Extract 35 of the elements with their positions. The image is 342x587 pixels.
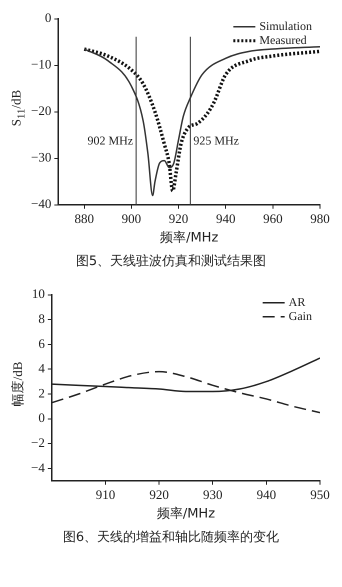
x-tick-label: 920 [168, 211, 188, 226]
caption: 图6、天线的增益和轴比随频率的变化 [62, 529, 280, 546]
legend-label: Gain [288, 308, 312, 323]
y-tick-label: 8 [38, 311, 45, 326]
x-axis-title: 频率/MHz [156, 506, 216, 522]
legend-label: Simulation [259, 18, 312, 33]
y-tick-label: 4 [38, 360, 46, 376]
x-tick-label: 910 [96, 487, 116, 502]
y-tick-label: −30 [30, 150, 52, 165]
y-tick-label: 0 [44, 10, 52, 26]
x-tick-label: 930 [202, 487, 222, 502]
y-tick-label: 10 [32, 286, 45, 302]
y-tick-label: −2 [30, 435, 45, 450]
y-tick-label: −20 [30, 103, 52, 118]
x-tick-label: 880 [74, 211, 94, 226]
y-tick-label: 0 [38, 410, 45, 426]
y-tick-label: −40 [30, 196, 52, 212]
x-tick-label: 960 [263, 211, 283, 226]
y-tick-label: 6 [38, 336, 46, 351]
legend-label: AR [288, 294, 306, 309]
x-tick-label: 950 [310, 487, 330, 502]
x-tick-label: 980 [310, 211, 330, 226]
y-tick-label: −4 [30, 460, 46, 475]
legend-label: Measured [259, 32, 307, 47]
ref-line-label: 902 MHz [87, 134, 134, 148]
ref-line-label: 925 MHz [193, 134, 240, 148]
x-axis-title: 频率/MHz [160, 230, 218, 246]
y-tick-label: −10 [30, 56, 52, 72]
x-tick-label: 940 [256, 487, 276, 502]
caption: 图5、天线驻波仿真和测试结果图 [74, 253, 268, 270]
x-tick-label: 940 [216, 211, 236, 226]
x-tick-label: 900 [122, 211, 142, 226]
y-tick-label: 2 [38, 385, 45, 400]
y-axis-title: 幅度/dB [9, 362, 26, 406]
x-tick-label: 920 [149, 487, 169, 502]
